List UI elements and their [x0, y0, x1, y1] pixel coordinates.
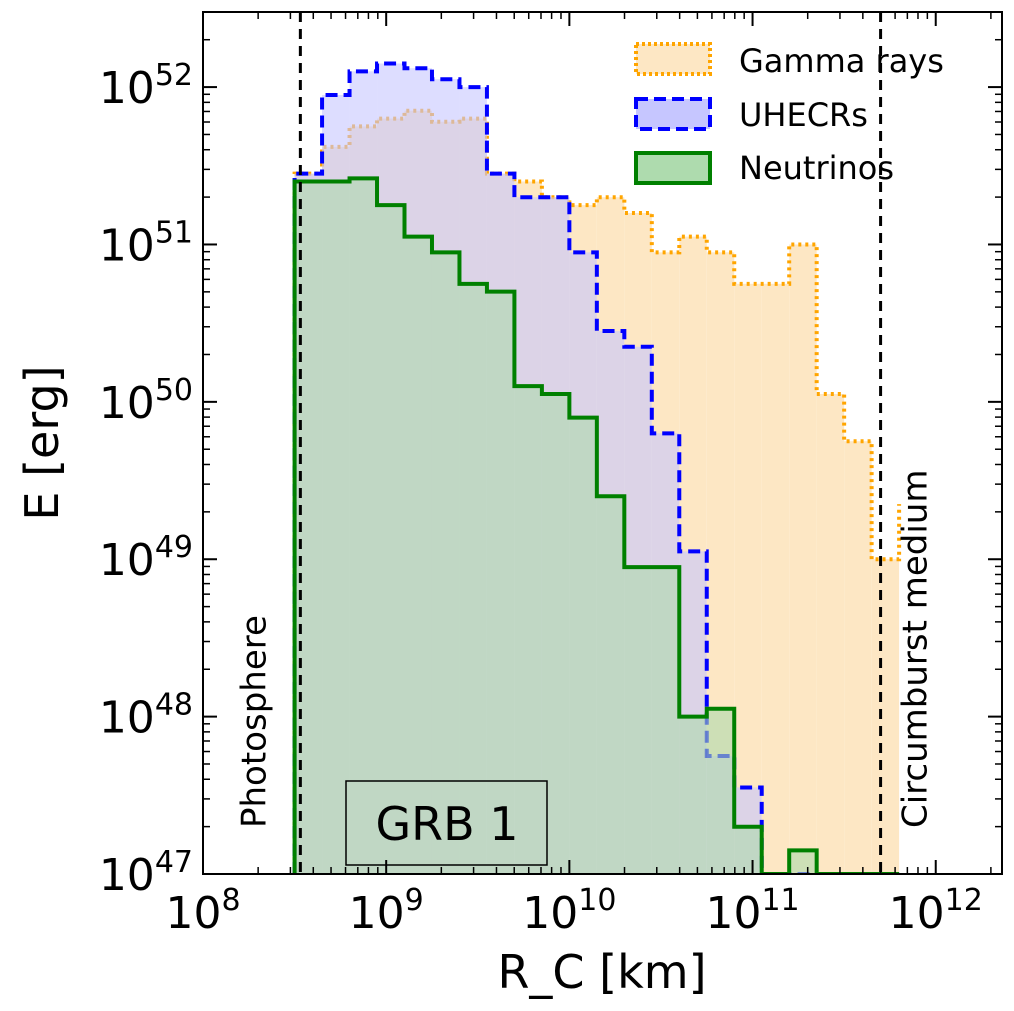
series-layer	[292, 61, 902, 874]
bar-neutrinos	[734, 826, 762, 874]
legend-swatch-uhecrs	[634, 97, 712, 131]
legend-label-uhecrs: UHECRs	[739, 96, 868, 134]
bar-neutrinos	[377, 205, 405, 874]
bar-neutrinos	[541, 393, 570, 874]
bar-neutrinos	[789, 850, 817, 874]
x-tick-label: 108	[165, 883, 240, 939]
bar-neutrinos	[349, 178, 378, 874]
line-uhecrs	[292, 61, 900, 874]
annotation-box: GRB 1	[345, 780, 548, 866]
bar-neutrinos	[431, 252, 460, 874]
x-tick-label: 1010	[522, 883, 616, 939]
bar-neutrinos	[294, 181, 323, 874]
line-neutrinos	[292, 176, 900, 874]
bar-neutrinos	[404, 236, 432, 874]
legend-swatch-gamma-rays	[634, 42, 712, 76]
x-tick-label: 1012	[889, 883, 983, 939]
bar-gamma-rays	[789, 244, 817, 874]
tick-layer: 108 109 1010 1011 1012 1047 1048 1049 1050 1051 10…	[99, 11, 1002, 939]
plot-frame	[202, 11, 1003, 875]
bar-neutrinos	[706, 708, 735, 874]
bar-neutrinos	[569, 417, 597, 874]
bar-neutrinos	[322, 181, 350, 874]
y-tick-label: 1047	[99, 845, 193, 901]
legend-item-gamma-rays[interactable]: Gamma rays	[634, 42, 944, 80]
bar-gamma-rays	[871, 559, 900, 874]
bar-neutrinos	[679, 716, 707, 874]
bar-gamma-rays	[844, 441, 872, 874]
bar-neutrinos	[486, 291, 515, 874]
legend-item-uhecrs[interactable]: UHECRs	[634, 96, 868, 134]
x-axis-label: R_C [km]	[497, 945, 706, 999]
bar-neutrinos	[514, 386, 542, 874]
bar-neutrinos	[459, 283, 487, 874]
vline-label-photosphere: Photosphere	[234, 615, 274, 828]
y-tick-label: 1052	[99, 58, 193, 114]
bar-gamma-rays	[816, 393, 845, 874]
x-tick-label: 1011	[705, 883, 799, 939]
y-axis-label: E [erg]	[15, 365, 69, 520]
legend-label-neutrinos: Neutrinos	[739, 149, 894, 187]
series-neutrinos	[292, 176, 900, 874]
legend-label-gamma-rays: Gamma rays	[739, 42, 944, 80]
annotation-text: GRB 1	[375, 797, 518, 851]
bar-neutrinos	[624, 567, 652, 874]
bar-gamma-rays	[734, 283, 762, 874]
legend-swatch-neutrinos	[634, 151, 712, 185]
y-tick-label: 1050	[99, 373, 193, 429]
vline-layer: Photosphere Circumburst medium	[234, 12, 936, 874]
y-tick-label: 1049	[99, 530, 193, 586]
bar-neutrinos	[651, 567, 680, 874]
vline-label-circumburst-medium: Circumburst medium	[896, 470, 936, 828]
x-tick-label: 109	[349, 883, 424, 939]
y-tick-label: 1048	[99, 688, 193, 744]
y-tick-label: 1051	[99, 215, 193, 271]
legend: Gamma rays UHECRs Neutrinos	[634, 42, 944, 187]
bar-gamma-rays	[761, 283, 790, 874]
legend-item-neutrinos[interactable]: Neutrinos	[634, 149, 894, 187]
annotation-frame	[345, 780, 548, 866]
bar-neutrinos	[596, 496, 625, 874]
